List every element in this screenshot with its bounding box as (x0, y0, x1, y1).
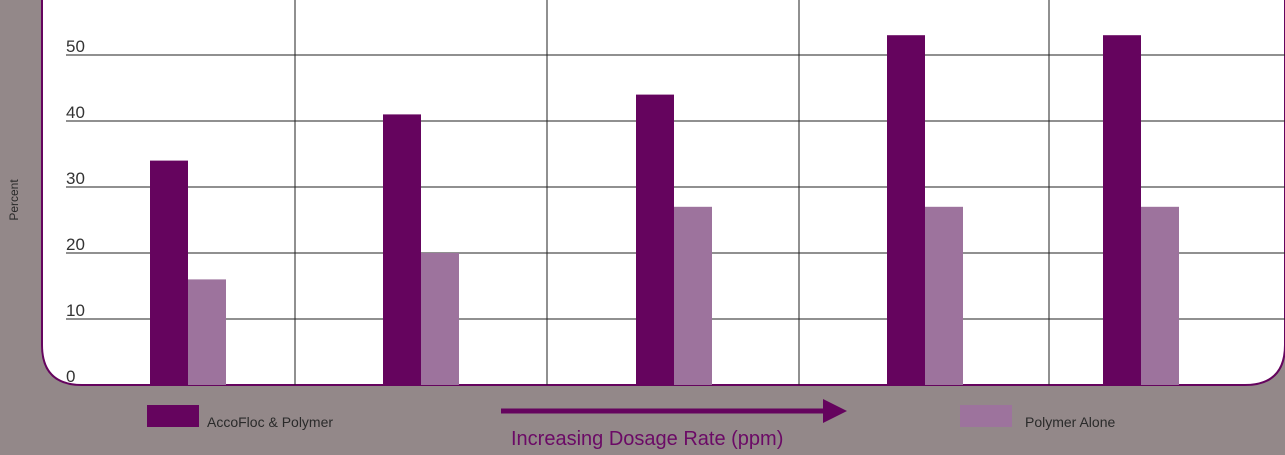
y-tick-label: 50 (66, 37, 85, 56)
bars (150, 35, 1179, 386)
bar-accofloc-4 (887, 35, 925, 385)
legend-swatch-polymer (960, 405, 1012, 427)
arrow-head (823, 399, 847, 423)
bar-accofloc-3 (636, 94, 674, 385)
y-tick-label: 10 (66, 301, 85, 320)
grid (66, 0, 1285, 385)
x-axis-label: Increasing Dosage Rate (ppm) (511, 428, 784, 450)
bar-polymer-1 (188, 279, 226, 385)
y-tick-label: 20 (66, 235, 85, 254)
legend-label-accofloc: AccoFloc & Polymer (207, 414, 334, 430)
bar-polymer-3 (674, 206, 712, 385)
legend-label-polymer: Polymer Alone (1025, 414, 1116, 430)
bar-accofloc-2 (383, 114, 421, 386)
bar-polymer-4 (925, 206, 963, 385)
y-tick-label: 0 (66, 367, 75, 386)
y-tick-label: 30 (66, 169, 85, 188)
y-tick-label: 40 (66, 103, 85, 122)
legend-swatch-accofloc (147, 405, 199, 427)
bar-polymer-5 (1141, 206, 1179, 385)
bar-accofloc-1 (150, 160, 188, 385)
dosage-arrow (501, 399, 847, 423)
bar-polymer-2 (421, 253, 459, 385)
y-axis-ticks: 0 10 20 30 40 50 (66, 37, 85, 386)
bar-accofloc-5 (1103, 35, 1141, 385)
y-axis-label: Percent (7, 179, 21, 221)
